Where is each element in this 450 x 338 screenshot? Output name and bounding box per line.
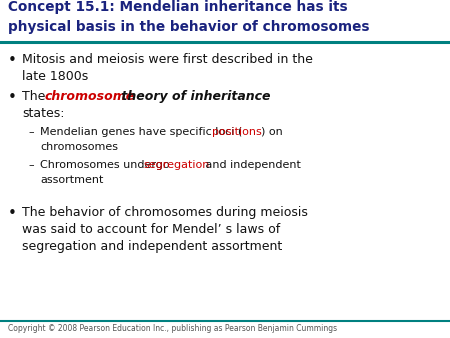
- Text: •: •: [8, 206, 17, 221]
- Text: segregation: segregation: [143, 160, 209, 170]
- Text: segregation and independent assortment: segregation and independent assortment: [22, 240, 282, 253]
- Text: was said to account for Mendel’ s laws of: was said to account for Mendel’ s laws o…: [22, 223, 280, 236]
- Text: assortment: assortment: [40, 175, 104, 185]
- Text: states:: states:: [22, 107, 64, 120]
- Text: physical basis in the behavior of chromosomes: physical basis in the behavior of chromo…: [8, 20, 369, 34]
- Text: chromosome: chromosome: [45, 90, 135, 103]
- Text: theory of inheritance: theory of inheritance: [117, 90, 270, 103]
- Text: chromosomes: chromosomes: [40, 142, 118, 152]
- Text: The: The: [22, 90, 50, 103]
- Text: late 1800s: late 1800s: [22, 70, 88, 83]
- Text: Copyright © 2008 Pearson Education Inc., publishing as Pearson Benjamin Cummings: Copyright © 2008 Pearson Education Inc.,…: [8, 324, 337, 333]
- Text: ) on: ) on: [261, 127, 283, 137]
- Text: –: –: [28, 160, 34, 170]
- Text: –: –: [28, 127, 34, 137]
- Text: Mitosis and meiosis were first described in the: Mitosis and meiosis were first described…: [22, 53, 313, 66]
- Text: positions: positions: [212, 127, 262, 137]
- Text: Concept 15.1: Mendelian inheritance has its: Concept 15.1: Mendelian inheritance has …: [8, 0, 347, 14]
- Text: •: •: [8, 90, 17, 105]
- Text: and independent: and independent: [202, 160, 301, 170]
- Text: Mendelian genes have specific loci (: Mendelian genes have specific loci (: [40, 127, 242, 137]
- Text: •: •: [8, 53, 17, 68]
- Text: The behavior of chromosomes during meiosis: The behavior of chromosomes during meios…: [22, 206, 308, 219]
- Text: Chromosomes undergo: Chromosomes undergo: [40, 160, 173, 170]
